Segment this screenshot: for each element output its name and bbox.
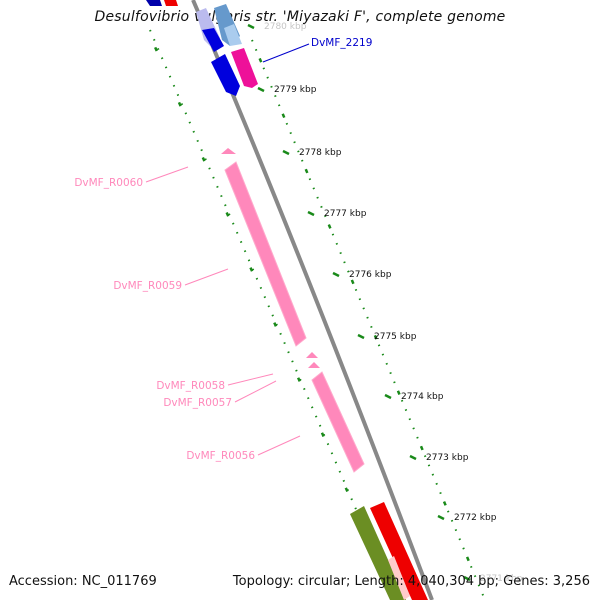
tick-label: 2772 kbp xyxy=(454,513,497,523)
rrna-DvMF_R0058[interactable] xyxy=(306,352,318,358)
genome-stats-text: Topology: circular; Length: 4,040,304 bp… xyxy=(232,574,590,589)
feature-label[interactable]: DvMF_R0057 xyxy=(163,397,232,409)
tick-label: 2779 kbp xyxy=(274,85,317,95)
tick-label: 2774 kbp xyxy=(401,392,444,402)
tick-label: 2771 kbp xyxy=(480,574,523,584)
gc-content-track-left xyxy=(149,29,396,600)
rrna-DvMF_R0060[interactable] xyxy=(221,148,236,154)
feature-label-leader xyxy=(227,373,274,386)
accession-text: Accession: NC_011769 xyxy=(9,574,157,589)
feature-label-leader xyxy=(234,380,277,403)
feature-label-leader xyxy=(262,43,310,63)
feature-label[interactable]: DvMF_R0056 xyxy=(186,450,255,462)
feature-label-leader xyxy=(257,435,301,456)
feature-label[interactable]: DvMF_R0059 xyxy=(113,280,182,292)
tick-mark xyxy=(307,210,315,217)
misc-feature-olive[interactable] xyxy=(350,506,406,600)
rrna-DvMF_R0059[interactable] xyxy=(224,161,307,347)
feature-label[interactable]: DvMF_R0058 xyxy=(156,380,225,392)
gene-cluster-top xyxy=(146,0,258,96)
feature-label-leader xyxy=(145,166,189,183)
tick-label: 2778 kbp xyxy=(299,148,342,158)
misc-feature-red-bottom[interactable] xyxy=(370,502,428,600)
feature-label-leader xyxy=(184,268,229,286)
rrna-DvMF_R0057[interactable] xyxy=(308,362,320,368)
trna-arrow[interactable] xyxy=(231,48,258,88)
cds-arrow-DvMF_2219[interactable] xyxy=(211,54,240,96)
tick-mark xyxy=(409,454,417,461)
scale-ticks: 2780 kbp 2779 kbp 2778 kbp 2777 kbp 2776 kbp… xyxy=(247,22,523,584)
tick-label: 2777 kbp xyxy=(324,209,367,219)
tick-mark xyxy=(463,575,471,582)
feature-label[interactable]: DvMF_2219 xyxy=(311,37,372,49)
feature-label[interactable]: DvMF_R0060 xyxy=(74,177,143,189)
rrna-features xyxy=(221,148,365,473)
gc-skew-dashes-left xyxy=(150,39,392,591)
cds-arrow-light-2[interactable] xyxy=(224,24,242,46)
gene-cluster-bottom xyxy=(350,502,428,600)
tick-mark xyxy=(437,514,445,521)
misc-feature-red-inner[interactable] xyxy=(388,556,410,600)
tick-mark xyxy=(282,149,290,156)
tick-mark xyxy=(332,271,340,278)
tick-label: 2775 kbp xyxy=(374,332,417,342)
tick-mark xyxy=(357,333,365,340)
tick-label: 2776 kbp xyxy=(349,270,392,280)
cds-arrow[interactable] xyxy=(202,28,224,52)
tick-label: 2780 kbp xyxy=(264,22,307,32)
tick-label: 2773 kbp xyxy=(426,453,469,463)
cds-arrow-top-left[interactable] xyxy=(146,0,162,6)
tick-mark xyxy=(384,393,392,400)
rrna-DvMF_R0056[interactable] xyxy=(311,371,365,473)
feature-labels: DvMF_2219 DvMF_R0060 DvMF_R0059 DvMF_R0058 D… xyxy=(74,37,372,462)
tick-mark xyxy=(247,23,255,30)
tick-mark xyxy=(257,86,265,93)
misc-feature-red-top[interactable] xyxy=(164,0,178,6)
gc-content-track-right xyxy=(251,39,486,600)
